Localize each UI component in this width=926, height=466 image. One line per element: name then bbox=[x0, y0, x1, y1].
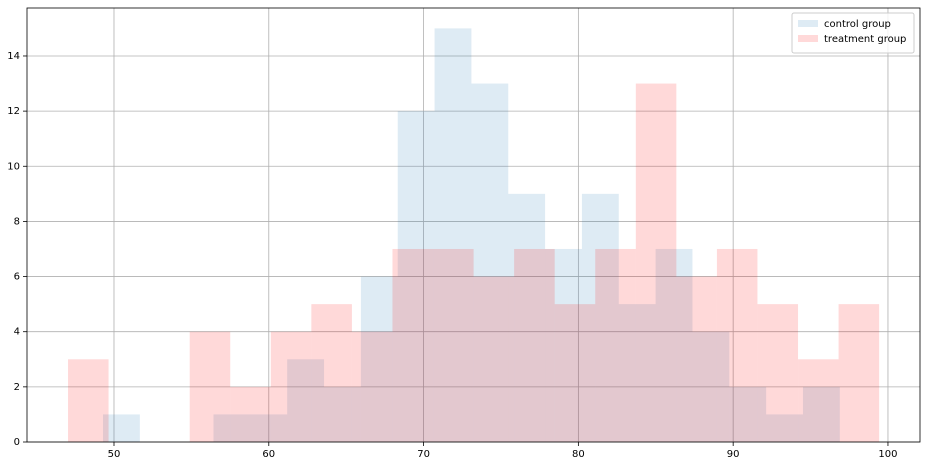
y-tick-label: 0 bbox=[14, 437, 20, 448]
legend-label: control group bbox=[824, 19, 891, 30]
bar bbox=[360, 276, 398, 442]
legend: control group treatment group bbox=[791, 12, 915, 54]
histogram-series bbox=[68, 83, 880, 442]
bar bbox=[433, 248, 474, 442]
bar bbox=[270, 331, 312, 442]
x-tick-label: 80 bbox=[572, 449, 585, 460]
bar bbox=[514, 248, 555, 442]
bar bbox=[230, 386, 271, 442]
bar bbox=[213, 414, 251, 442]
bar bbox=[729, 386, 767, 442]
bar bbox=[250, 414, 288, 442]
plot-frame bbox=[26, 7, 921, 443]
legend-swatch bbox=[798, 35, 818, 42]
bar bbox=[595, 248, 636, 442]
x-tick-label: 90 bbox=[727, 449, 740, 460]
plot-background bbox=[27, 8, 920, 442]
bar bbox=[798, 359, 839, 442]
bar bbox=[618, 304, 656, 442]
bar bbox=[68, 359, 109, 442]
bar bbox=[392, 248, 434, 442]
bar bbox=[581, 193, 619, 442]
bar bbox=[324, 386, 361, 442]
bar bbox=[635, 83, 677, 442]
legend-label: treatment group bbox=[824, 34, 906, 45]
legend-box bbox=[791, 12, 915, 54]
x-tick-label: 50 bbox=[108, 449, 121, 460]
x-tick-label: 70 bbox=[417, 449, 430, 460]
y-tick-label: 10 bbox=[7, 161, 20, 172]
y-tick-label: 2 bbox=[14, 382, 20, 393]
bar bbox=[473, 276, 515, 442]
y-tick-label: 6 bbox=[14, 272, 20, 283]
bar bbox=[287, 359, 325, 442]
bar bbox=[311, 304, 352, 442]
y-tick-label: 4 bbox=[14, 327, 20, 338]
bar bbox=[545, 248, 582, 442]
histogram-series bbox=[103, 28, 840, 443]
bar bbox=[838, 304, 880, 442]
bar bbox=[189, 331, 231, 442]
bar bbox=[655, 248, 693, 442]
bar bbox=[351, 331, 393, 442]
bar bbox=[692, 331, 730, 442]
bar bbox=[757, 304, 799, 442]
y-tick-label: 14 bbox=[7, 51, 20, 62]
bar bbox=[716, 248, 758, 442]
bar bbox=[554, 304, 596, 442]
x-tick-label: 100 bbox=[878, 449, 897, 460]
bar bbox=[676, 276, 717, 442]
legend-swatch bbox=[798, 20, 818, 27]
bar bbox=[103, 414, 140, 442]
bar bbox=[766, 414, 803, 442]
y-tick-label: 12 bbox=[7, 106, 20, 117]
bar bbox=[802, 386, 840, 442]
x-tick-label: 60 bbox=[262, 449, 275, 460]
bar bbox=[397, 111, 435, 442]
y-tick-label: 8 bbox=[14, 216, 20, 227]
bar bbox=[508, 193, 546, 442]
bar bbox=[471, 83, 509, 442]
bar bbox=[434, 28, 472, 443]
